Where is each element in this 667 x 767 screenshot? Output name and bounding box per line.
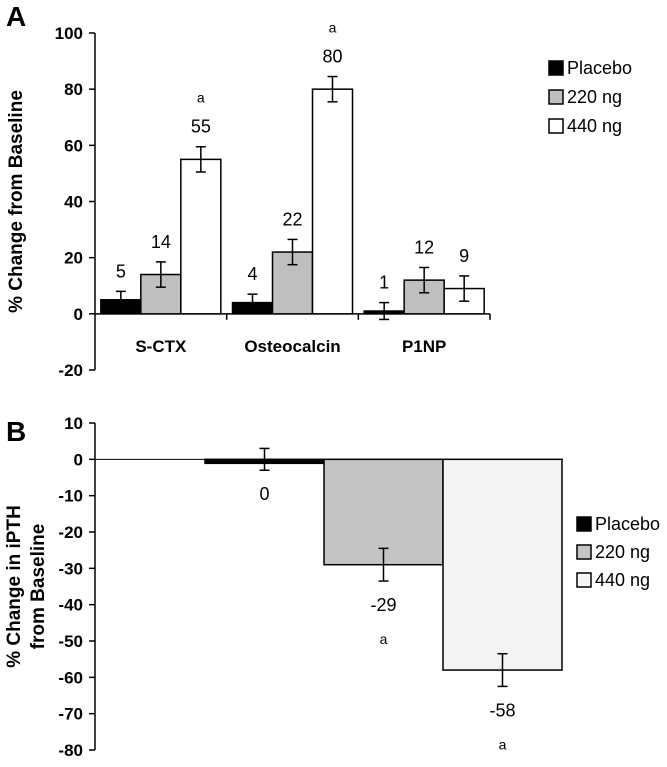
panel-b-bar xyxy=(442,458,563,671)
panel-a-data-label: 1 xyxy=(379,273,389,293)
panel-a-y-tick-label: 60 xyxy=(64,136,83,155)
panel-a-y-tick-label: 100 xyxy=(55,24,83,43)
panel-b-y-tick-label: -80 xyxy=(58,741,83,760)
panel-a-data-label: 80 xyxy=(322,47,342,67)
panel-b-y-tick-label: -30 xyxy=(58,559,83,578)
panel-b-significance-label: a xyxy=(499,736,507,752)
panel-b-data-label: 0 xyxy=(259,484,269,504)
panel-a-significance-label: a xyxy=(329,20,337,36)
panel-a-category-label: Osteocalcin xyxy=(244,337,340,356)
panel-b-legend-label: 220 ng xyxy=(595,542,650,562)
panel-a-legend-swatch xyxy=(548,60,564,76)
panel-a-data-label: 5 xyxy=(116,261,126,281)
panel-b-data-label: -58 xyxy=(489,700,515,720)
panel-b-legend-label: 440 ng xyxy=(595,570,650,590)
panel-b-y-tick-label: 10 xyxy=(64,414,83,433)
panel-a-bar xyxy=(180,158,222,315)
panel-a-legend-swatch xyxy=(548,118,564,134)
panel-a-legend-label: 440 ng xyxy=(567,116,622,136)
panel-b-legend-swatch xyxy=(576,516,592,532)
panel-a-legend-label: Placebo xyxy=(567,58,632,78)
panel-b-bar xyxy=(323,458,444,566)
panel-b-legend-label: Placebo xyxy=(595,514,660,534)
panel-a-data-label: 9 xyxy=(459,246,469,266)
panel-a-data-label: 55 xyxy=(191,117,211,137)
panel-b-legend-swatch xyxy=(576,572,592,588)
panel-b-y-tick-label: -10 xyxy=(58,487,83,506)
panel-a-significance-label: a xyxy=(197,90,205,106)
panel-a-y-tick-label: 20 xyxy=(64,249,83,268)
panel-a-label: A xyxy=(6,1,26,32)
panel-a-bar xyxy=(311,88,354,315)
panel-a-y-tick-label: 40 xyxy=(64,193,83,212)
panel-a-data-label: 22 xyxy=(282,209,302,229)
panel-b-y-tick-label: 0 xyxy=(74,450,83,469)
panel-b-data-label: -29 xyxy=(370,595,396,615)
panel-b-y-tick-label: -60 xyxy=(58,668,83,687)
panel-b-y-tick-label: -20 xyxy=(58,523,83,542)
panel-a-legend-swatch xyxy=(548,89,564,105)
panel-a-legend-label: 220 ng xyxy=(567,87,622,107)
panel-b-y-axis-label-line1: % Change in iPTH xyxy=(4,505,25,668)
panel-b-y-tick-label: -40 xyxy=(58,596,83,615)
panel-a-y-tick-label: 80 xyxy=(64,80,83,99)
panel-a-y-tick-label: -20 xyxy=(58,361,83,380)
panel-b-label: B xyxy=(6,416,26,447)
panel-a-category-label: S-CTX xyxy=(135,337,187,356)
panel-a-data-label: 14 xyxy=(151,232,171,252)
panel-a-data-label: 12 xyxy=(414,237,434,257)
panel-a-bar xyxy=(140,273,182,315)
panel-a-data-label: 4 xyxy=(247,264,257,284)
panel-b-y-axis-label-line2: from Baseline xyxy=(28,524,49,650)
panel-b-y-tick-label: -70 xyxy=(58,705,83,724)
panel-b-significance-label: a xyxy=(380,631,388,647)
panel-a-category-label: P1NP xyxy=(402,337,446,356)
panel-a-y-tick-label: 0 xyxy=(74,305,83,324)
panel-b-y-tick-label: -50 xyxy=(58,632,83,651)
panel-a-y-axis-label: % Change from Baseline xyxy=(6,90,27,313)
panel-b-legend-swatch xyxy=(576,544,592,560)
